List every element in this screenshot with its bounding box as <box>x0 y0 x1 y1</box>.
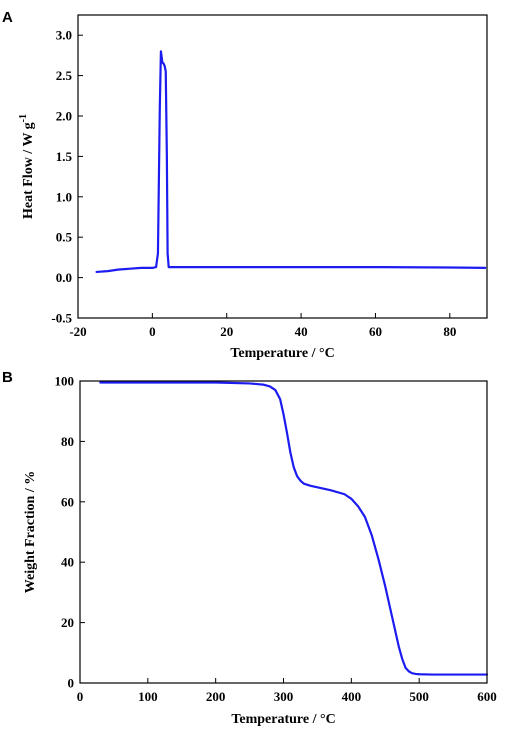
chart-b-y-tick-label: 40 <box>61 555 74 570</box>
chart-a-x-ticks: -20 0 20 40 60 80 <box>69 313 456 339</box>
chart-a-y-ticks: -0.5 0.0 0.5 1.0 1.5 2.0 2.5 3.0 <box>51 28 83 326</box>
chart-b-y-ticks: 0 20 40 60 80 100 <box>55 374 85 691</box>
chart-b-x-ticks: 0 100 200 300 400 500 600 <box>77 678 497 704</box>
chart-a-x-tick-label: 20 <box>220 324 233 339</box>
chart-b-series-line <box>99 381 489 676</box>
chart-a-y-tick-label: 0.5 <box>56 230 73 245</box>
chart-a: A -0.5 0.0 0.5 1.0 1.5 2.0 2.5 3.0 -20 0 20 40 60 80… <box>2 9 488 361</box>
chart-a-plot-frame <box>77 14 488 319</box>
chart-a-y-tick-label: 3.0 <box>56 28 72 43</box>
chart-a-x-tick-label: 60 <box>369 324 382 339</box>
chart-b-x-tick-label: 600 <box>477 689 497 704</box>
chart-a-y-tick-label: 0.0 <box>56 270 72 285</box>
chart-a-y-axis-title: Heat Flow / W g-1 <box>18 114 36 219</box>
chart-a-y-tick-label: 2.5 <box>56 68 73 83</box>
chart-b-y-tick-label: 80 <box>61 434 74 449</box>
chart-b-y-tick-label: 60 <box>61 494 74 509</box>
chart-b-x-tick-label: 0 <box>77 689 84 704</box>
chart-a-x-tick-label: 40 <box>295 324 308 339</box>
chart-a-y-tick-label: 2.0 <box>56 109 72 124</box>
chart-b-x-tick-label: 400 <box>342 689 362 704</box>
chart-a-x-tick-label: 0 <box>149 324 156 339</box>
chart-b-x-tick-label: 300 <box>274 689 294 704</box>
chart-a-y-axis-title-main: Heat Flow / W g <box>21 122 36 219</box>
chart-b-x-tick-label: 500 <box>409 689 429 704</box>
chart-b-y-axis-title: Weight Fraction / % <box>23 471 38 594</box>
chart-a-y-axis-title-superscript: -1 <box>18 114 29 122</box>
chart-b-plot-frame <box>79 380 488 684</box>
chart-b-y-tick-label: 20 <box>61 615 74 630</box>
chart-a-y-tick-label: -0.5 <box>51 311 72 326</box>
chart-a-x-tick-label: -20 <box>69 324 86 339</box>
chart-b-x-tick-label: 200 <box>206 689 226 704</box>
chart-a-y-tick-label: 1.0 <box>56 189 72 204</box>
chart-b-y-tick-label: 0 <box>68 676 75 691</box>
chart-b-y-tick-label: 100 <box>55 374 75 389</box>
chart-b: B 0 20 40 60 80 100 0 100 200 300 400 500 600 Tempe… <box>2 369 497 727</box>
panel-label-a: A <box>2 9 13 26</box>
chart-a-x-tick-label: 80 <box>443 324 456 339</box>
chart-b-x-tick-label: 100 <box>138 689 158 704</box>
panel-label-b: B <box>2 369 13 386</box>
chart-b-x-axis-title: Temperature / °C <box>231 712 335 727</box>
chart-a-y-tick-label: 1.5 <box>56 149 73 164</box>
chart-a-x-axis-title: Temperature / °C <box>230 346 334 361</box>
chart-a-series-line <box>95 50 487 274</box>
